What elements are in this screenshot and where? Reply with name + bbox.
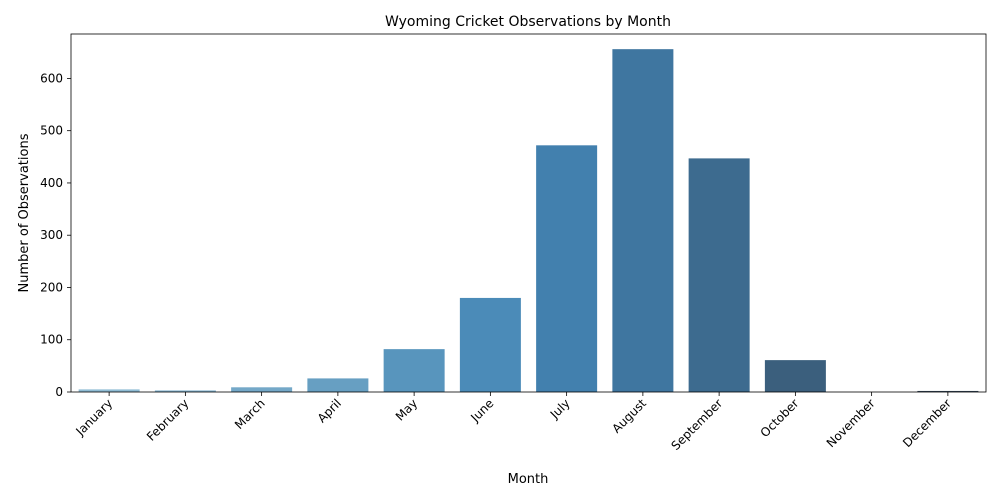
bar-april xyxy=(307,378,369,392)
x-axis-label: Month xyxy=(508,472,549,487)
x-tick-label: May xyxy=(393,396,420,423)
x-tick-label: November xyxy=(824,396,878,450)
bar-august xyxy=(612,49,674,392)
x-tick-label: April xyxy=(315,396,344,425)
x-tick-label: June xyxy=(467,396,496,425)
y-axis-label: Number of Observations xyxy=(17,133,32,292)
x-tick-label: January xyxy=(72,396,115,439)
x-axis: January February March April May June July Augu… xyxy=(72,392,954,453)
x-tick-label: July xyxy=(547,396,573,422)
chart-title: Wyoming Cricket Observations by Month xyxy=(385,14,671,30)
bar-october xyxy=(764,360,826,392)
bar-september xyxy=(688,158,750,392)
y-tick-label: 200 xyxy=(40,280,63,294)
y-tick-label: 300 xyxy=(40,228,63,242)
bar-january xyxy=(78,389,140,392)
bar-march xyxy=(231,387,293,392)
plot-frame xyxy=(70,33,987,393)
x-tick-label: December xyxy=(900,396,954,450)
y-axis: 0 100 200 300 400 500 600 xyxy=(40,71,71,399)
x-tick-label: October xyxy=(758,396,802,440)
x-tick-label: March xyxy=(232,396,268,432)
x-tick-label: February xyxy=(144,396,192,444)
y-tick-label: 500 xyxy=(40,124,63,138)
bar-december xyxy=(917,390,979,392)
bar-may xyxy=(383,349,445,392)
y-tick-label: 400 xyxy=(40,176,63,190)
bar-july xyxy=(536,145,598,392)
y-tick-label: 100 xyxy=(40,333,63,347)
x-tick-label: August xyxy=(609,396,649,436)
y-tick-label: 0 xyxy=(55,385,63,399)
bars-group xyxy=(78,49,979,392)
bar-june xyxy=(459,297,521,392)
x-tick-label: September xyxy=(668,396,725,453)
y-tick-label: 600 xyxy=(40,71,63,85)
bar-february xyxy=(154,390,216,392)
